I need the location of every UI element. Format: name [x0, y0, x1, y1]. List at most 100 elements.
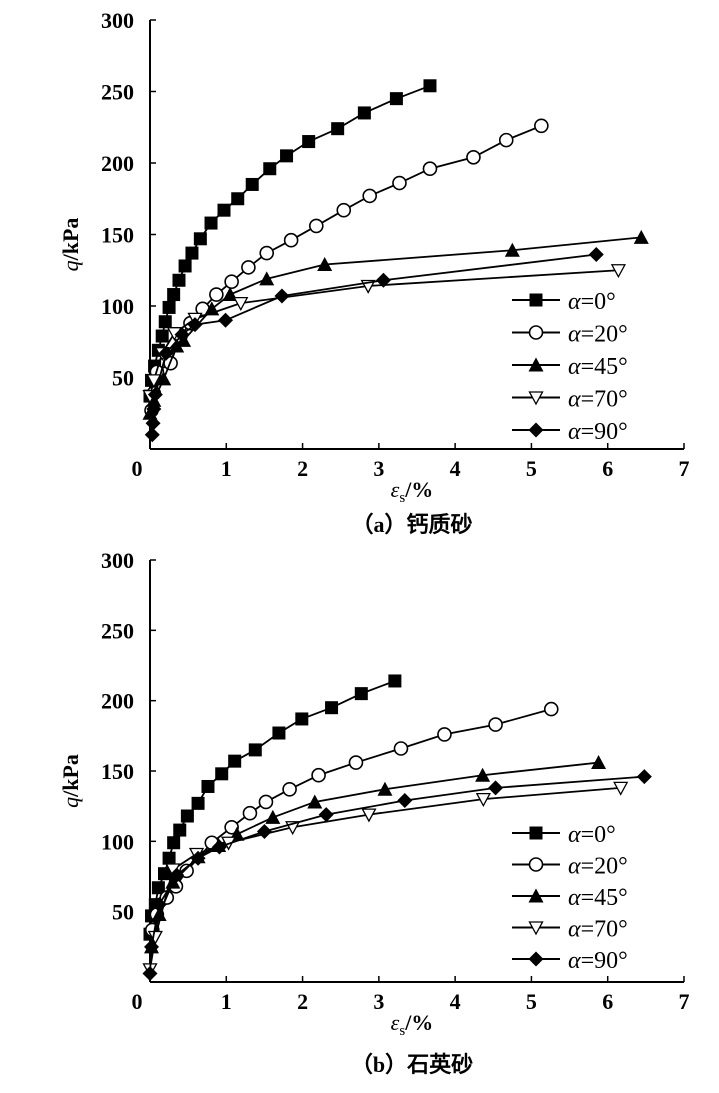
data-point — [377, 781, 393, 796]
data-point — [258, 794, 274, 810]
y-tick-label: 250 — [101, 618, 134, 643]
legend-marker — [528, 325, 544, 340]
data-point — [317, 257, 333, 272]
legend-alpha: α — [568, 917, 581, 943]
data-point — [393, 741, 409, 756]
data-point — [591, 755, 607, 770]
y-tick-label: 100 — [101, 829, 134, 854]
legend-item: α=0° — [512, 822, 616, 848]
x-tick-label: 4 — [450, 989, 461, 1014]
y-tick-label: 150 — [101, 223, 134, 248]
y-tick-label: 300 — [101, 8, 134, 33]
legend-value: =90° — [581, 948, 628, 974]
legend-alpha: α — [568, 289, 581, 315]
data-point — [331, 122, 345, 136]
data-point — [142, 966, 158, 982]
series-line — [149, 786, 621, 970]
data-point — [191, 796, 205, 810]
x-tick-label: 5 — [526, 989, 537, 1014]
x-axis-var: ε — [391, 477, 400, 502]
x-tick-label: 3 — [373, 989, 384, 1014]
data-point — [280, 149, 294, 163]
legend-value: =20° — [581, 322, 628, 348]
x-axis-var: ε — [391, 1010, 400, 1035]
data-point — [185, 246, 199, 260]
data-point — [488, 717, 503, 732]
x-tick-label: 0 — [132, 989, 143, 1014]
legend-label: α=20° — [568, 854, 628, 880]
data-point — [362, 188, 378, 204]
data-point — [144, 939, 160, 955]
series-line — [151, 253, 597, 435]
series-line — [149, 680, 396, 935]
data-point — [228, 754, 242, 768]
data-point — [375, 272, 391, 288]
y-axis-unit: /kPa — [58, 754, 83, 798]
x-tick-label: 7 — [679, 989, 690, 1014]
data-point — [307, 794, 323, 809]
data-point — [283, 232, 299, 248]
legend-value: =20° — [581, 854, 628, 880]
data-point — [488, 780, 504, 796]
legend-item: α=20° — [512, 854, 628, 880]
legend-marker — [528, 921, 544, 936]
legend-marker — [528, 888, 544, 903]
data-point — [259, 271, 275, 286]
x-axis-unit: /% — [404, 1010, 433, 1035]
legend-label: α=70° — [568, 387, 628, 413]
data-point — [282, 781, 297, 797]
y-axis-title: q/kPa — [58, 218, 83, 272]
data-point — [147, 387, 163, 403]
y-tick-label: 300 — [101, 548, 134, 573]
data-point — [295, 712, 309, 726]
data-point — [336, 202, 352, 218]
x-tick-label: 5 — [526, 456, 537, 481]
legend-marker — [528, 951, 544, 967]
chart-a: 0 1 2 3 4 5 6 7 50 100 150 200 250 300 q/kPa εs/% （a）钙质砂… — [58, 8, 690, 537]
data-point — [633, 229, 649, 244]
legend-item: α=20° — [512, 322, 628, 348]
series-diamond — [144, 247, 604, 443]
legend-value: =45° — [581, 885, 628, 911]
x-axis-unit: /% — [404, 477, 433, 502]
data-point — [146, 401, 162, 417]
data-point — [498, 132, 514, 148]
data-point — [392, 175, 407, 191]
data-point — [151, 897, 167, 913]
chart-caption: （a）钙质砂 — [351, 512, 472, 537]
legend-alpha: α — [568, 322, 581, 348]
legend-label: α=90° — [568, 948, 628, 974]
x-tick-label: 6 — [602, 989, 613, 1014]
x-axis-sub: s — [399, 1023, 405, 1039]
data-point — [265, 809, 281, 824]
data-point — [475, 792, 491, 807]
legend-label: α=45° — [568, 885, 628, 911]
data-point — [437, 727, 452, 742]
series-diamond — [142, 769, 652, 982]
legend-item: α=90° — [512, 948, 628, 974]
data-point — [147, 930, 163, 945]
legend-item: α=70° — [512, 917, 628, 943]
data-point — [167, 288, 181, 302]
x-tick-label: 0 — [132, 456, 143, 481]
legend-value: =70° — [581, 387, 628, 413]
y-axis-var: q — [58, 260, 83, 271]
data-point — [146, 374, 162, 389]
data-point — [144, 427, 160, 443]
legend-item: α=70° — [512, 387, 628, 413]
data-point — [636, 769, 652, 785]
x-tick-label: 4 — [450, 456, 461, 481]
legend-item: α=90° — [512, 419, 628, 445]
data-point — [504, 242, 520, 257]
series-square — [143, 674, 402, 941]
data-point — [173, 823, 187, 837]
data-point — [217, 203, 231, 217]
data-point — [325, 701, 339, 715]
data-point — [211, 839, 227, 855]
legend-marker — [529, 826, 543, 840]
data-point — [158, 315, 172, 329]
x-tick-label: 2 — [297, 456, 308, 481]
data-point — [162, 851, 176, 865]
data-point — [357, 106, 371, 120]
data-point — [318, 807, 334, 823]
